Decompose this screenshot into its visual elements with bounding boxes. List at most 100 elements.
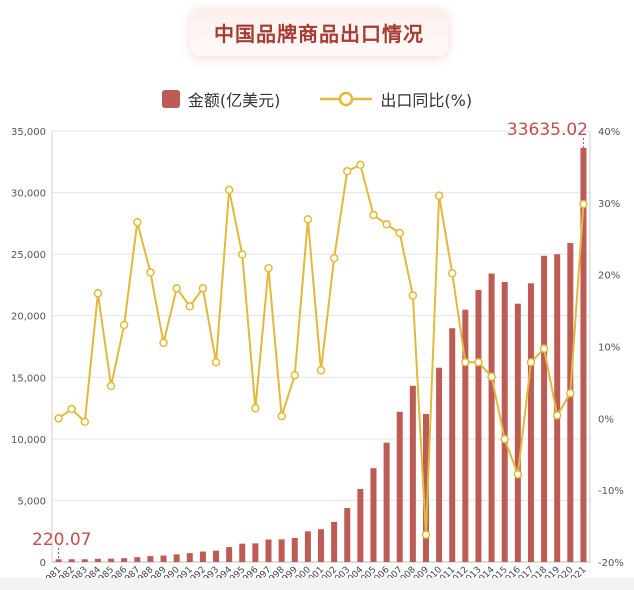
bar-1988[interactable] — [147, 556, 154, 562]
yoy-point-2001[interactable] — [316, 365, 326, 375]
bar-2011[interactable] — [449, 328, 456, 562]
bar-1984[interactable] — [94, 558, 101, 562]
bar-2015[interactable] — [501, 282, 508, 562]
bar-2002[interactable] — [331, 521, 338, 562]
yoy-point-1989[interactable] — [159, 338, 168, 348]
bar-2008[interactable] — [409, 385, 416, 562]
bar-2000[interactable] — [304, 531, 311, 562]
yoy-point-2018[interactable] — [539, 344, 549, 353]
left-axis-tick: 25,000 — [11, 250, 46, 261]
yoy-point-1992[interactable] — [198, 284, 208, 293]
yoy-point-2003[interactable] — [342, 166, 352, 176]
bar-1999[interactable] — [291, 537, 298, 562]
yoy-point-1982[interactable] — [67, 404, 76, 414]
yoy-point-2015[interactable] — [500, 434, 509, 444]
bar-1986[interactable] — [121, 558, 128, 562]
bar-1992[interactable] — [199, 551, 206, 562]
yoy-point-2011[interactable] — [447, 268, 457, 278]
bar-2019[interactable] — [554, 254, 561, 563]
yoy-point-1999[interactable] — [290, 370, 300, 380]
legend-label-yoy: 出口同比(%) — [380, 91, 473, 110]
bar-1997[interactable] — [265, 539, 272, 562]
bar-1987[interactable] — [134, 557, 141, 562]
yoy-point-2006[interactable] — [382, 220, 391, 229]
bar-1990[interactable] — [173, 554, 180, 562]
left-axis-tick: 15,000 — [11, 373, 46, 384]
yoy-point-1985[interactable] — [106, 381, 116, 391]
bar-swatch-icon — [161, 90, 180, 108]
bar-1989[interactable] — [160, 555, 167, 562]
bar-1994[interactable] — [226, 547, 233, 562]
bar-1995[interactable] — [239, 543, 246, 562]
bar-2003[interactable] — [344, 508, 351, 562]
right-axis-tick: -10% — [598, 486, 624, 497]
bar-2016[interactable] — [514, 303, 521, 562]
yoy-point-2008[interactable] — [408, 291, 418, 300]
legend-label-amount: 金额(亿美元) — [187, 91, 281, 110]
bar-2021[interactable] — [580, 147, 587, 562]
yoy-point-2013[interactable] — [474, 358, 483, 367]
yoy-point-2007[interactable] — [395, 228, 404, 238]
yoy-point-1991[interactable] — [185, 302, 195, 311]
bar-2005[interactable] — [370, 468, 377, 562]
bar-2013[interactable] — [475, 289, 482, 562]
bar-1983[interactable] — [81, 559, 88, 562]
right-axis-tick: 0% — [598, 414, 614, 425]
yoy-point-1990[interactable] — [172, 284, 181, 293]
bar-2006[interactable] — [383, 442, 390, 562]
yoy-point-2019[interactable] — [552, 411, 562, 420]
yoy-point-1993[interactable] — [211, 358, 221, 367]
yoy-point-2021[interactable] — [579, 200, 588, 209]
bar-1996[interactable] — [252, 543, 259, 562]
yoy-point-2016[interactable] — [513, 470, 523, 479]
bar-2010[interactable] — [436, 367, 443, 562]
right-axis-tick: 30% — [598, 199, 620, 210]
bar-1981[interactable] — [55, 559, 62, 562]
legend-item-amount[interactable]: 金额(亿美元) — [161, 87, 281, 111]
bar-2012[interactable] — [462, 309, 469, 562]
bar-2007[interactable] — [396, 411, 403, 562]
yoy-point-1998[interactable] — [277, 411, 286, 421]
bottom-strip — [0, 578, 634, 590]
right-axis-tick: 20% — [598, 271, 620, 282]
yoy-point-2010[interactable] — [434, 191, 444, 200]
yoy-point-2004[interactable] — [356, 160, 365, 170]
yoy-point-1986[interactable] — [119, 320, 129, 330]
left-axis-tick: 0 — [40, 558, 46, 569]
yoy-point-1994[interactable] — [224, 185, 234, 195]
bar-2017[interactable] — [527, 283, 534, 562]
bar-2018[interactable] — [541, 255, 548, 563]
yoy-point-1996[interactable] — [251, 404, 260, 413]
bar-1998[interactable] — [278, 539, 285, 562]
yoy-point-2000[interactable] — [303, 215, 313, 224]
bar-1991[interactable] — [186, 553, 193, 562]
yoy-point-1995[interactable] — [238, 250, 247, 259]
bar-2014[interactable] — [488, 273, 495, 562]
yoy-point-1984[interactable] — [93, 289, 103, 298]
bar-1993[interactable] — [213, 550, 220, 562]
yoy-point-2009[interactable] — [421, 530, 431, 539]
bar-2020[interactable] — [567, 243, 574, 562]
yoy-point-1983[interactable] — [80, 417, 90, 427]
yoy-point-2014[interactable] — [487, 372, 496, 381]
yoy-point-1981[interactable] — [54, 414, 63, 423]
chart-title: 中国品牌商品出口情况 — [214, 21, 424, 46]
yoy-point-1997[interactable] — [264, 263, 273, 273]
annotation-first-value: 220.07 — [32, 530, 91, 550]
yoy-point-1988[interactable] — [146, 268, 155, 277]
bar-2004[interactable] — [357, 488, 364, 562]
legend-item-yoy[interactable]: 出口同比(%) — [320, 87, 472, 111]
yoy-point-2017[interactable] — [526, 358, 536, 367]
yoy-point-2002[interactable] — [329, 253, 339, 263]
yoy-point-1987[interactable] — [133, 217, 142, 227]
yoy-point-2005[interactable] — [369, 210, 378, 220]
bar-1985[interactable] — [108, 558, 115, 562]
right-axis-tick: -20% — [598, 558, 624, 569]
yoy-point-2012[interactable] — [461, 358, 470, 367]
bar-1982[interactable] — [68, 559, 75, 562]
right-axis-tick: 10% — [598, 343, 620, 354]
bar-2009[interactable] — [422, 414, 429, 562]
bar-2001[interactable] — [318, 529, 324, 562]
yoy-point-2020[interactable] — [566, 388, 575, 398]
